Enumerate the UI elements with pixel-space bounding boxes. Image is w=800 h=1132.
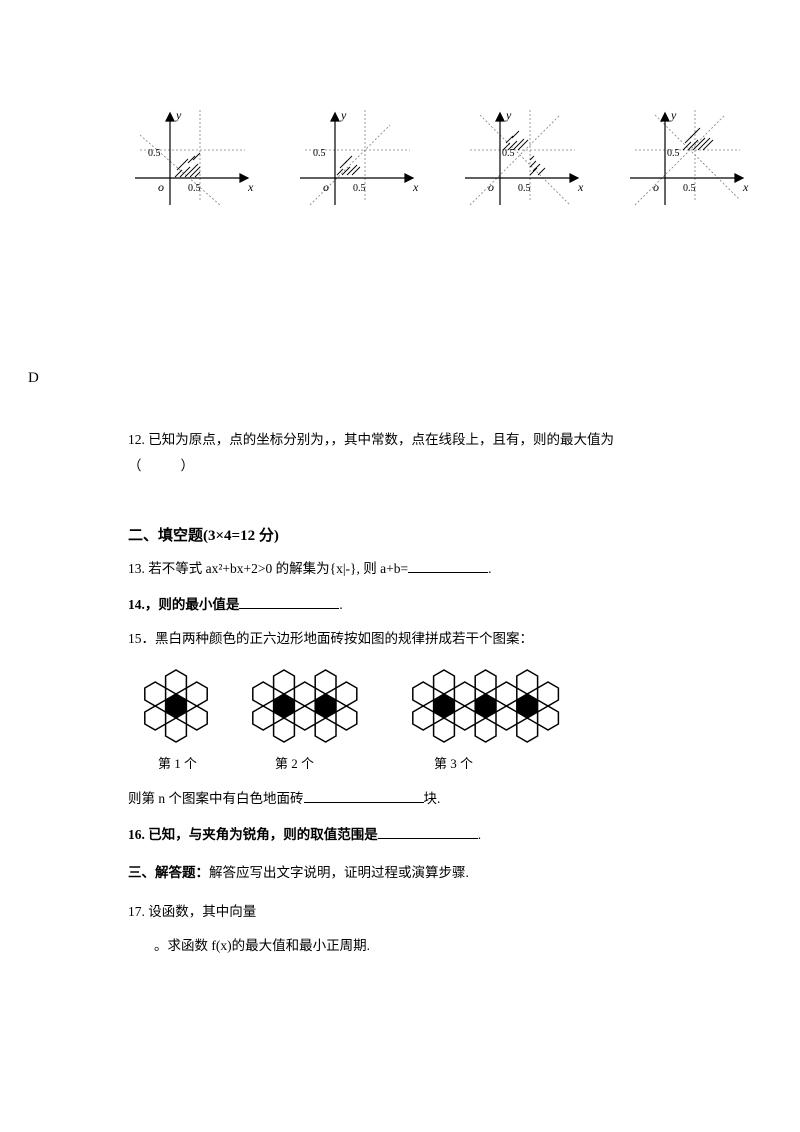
hex-caption-1: 第 1 个 xyxy=(158,754,197,774)
y-axis-label: y xyxy=(175,108,182,122)
diagram-row: y x o 0.5 0.5 xyxy=(130,105,755,215)
answer-d-label: D xyxy=(28,370,39,387)
y-tick: 0.5 xyxy=(667,148,680,159)
origin-label: o xyxy=(323,180,329,194)
origin-label: o xyxy=(158,180,164,194)
q14-pre: 14.，则的最小值是 xyxy=(128,597,239,612)
y-tick: 0.5 xyxy=(502,148,515,159)
x-tick: 0.5 xyxy=(518,183,531,194)
section-3-heading-rest: 解答应写出文字说明，证明过程或演算步骤. xyxy=(209,865,469,880)
hexagon-figure xyxy=(128,663,683,749)
question-16: 16. 已知，与夹角为锐角，则的取值范围是. xyxy=(128,823,683,845)
q15-blank xyxy=(304,787,424,803)
hex-caption-2: 第 2 个 xyxy=(275,754,314,774)
diagram-a: y x o 0.5 0.5 xyxy=(130,105,260,215)
page-root: y x o 0.5 0.5 xyxy=(0,0,800,1132)
q15-after-pre: 则第 n 个图案中有白色地面砖 xyxy=(128,791,304,806)
question-13: 13. 若不等式 ax²+bx+2>0 的解集为{x|-}, 则 a+b=. xyxy=(128,557,683,579)
section-2-heading: 二、填空题(3×4=12 分) xyxy=(128,525,683,548)
x-axis-label: x xyxy=(412,180,419,194)
q13-blank xyxy=(408,557,488,573)
q16-pre: 16. 已知，与夹角为锐角，则的取值范围是 xyxy=(128,827,378,842)
question-14: 14.，则的最小值是. xyxy=(128,593,683,615)
question-12: 12. 已知为原点，点的坐标分别为，，其中常数，点在线段上，且有，则的最大值为 xyxy=(128,430,683,450)
question-17-line2: 。求函数 f(x)的最大值和最小正周期. xyxy=(154,936,683,956)
hex-captions: 第 1 个 第 2 个 第 3 个 xyxy=(128,754,683,774)
question-15-intro: 15．黑白两种颜色的正六边形地面砖按如图的规律拼成若干个图案： xyxy=(128,629,683,649)
x-tick: 0.5 xyxy=(353,183,366,194)
y-axis-label: y xyxy=(505,108,512,122)
q14-blank xyxy=(239,593,339,609)
q16-post: . xyxy=(478,827,481,842)
content-block: 12. 已知为原点，点的坐标分别为，，其中常数，点在线段上，且有，则的最大值为 … xyxy=(128,430,683,956)
question-15-after: 则第 n 个图案中有白色地面砖 块. xyxy=(128,787,683,809)
q14-post: . xyxy=(339,597,342,612)
question-12-paren: （ ） xyxy=(128,456,683,476)
origin-label: o xyxy=(488,180,494,194)
section-3-heading: 三、解答题：解答应写出文字说明，证明过程或演算步骤. xyxy=(128,863,683,883)
q13-post: . xyxy=(488,561,491,576)
y-axis-label: y xyxy=(340,108,347,122)
question-17-line1: 17. 设函数，其中向量 xyxy=(128,902,683,922)
x-tick: 0.5 xyxy=(188,183,201,194)
diagram-d: y x o 0.5 0.5 xyxy=(625,105,755,215)
y-tick: 0.5 xyxy=(313,148,326,159)
x-axis-label: x xyxy=(577,180,584,194)
origin-label: o xyxy=(653,180,659,194)
y-tick: 0.5 xyxy=(148,148,161,159)
diagram-b: y x o 0.5 0.5 xyxy=(295,105,425,215)
y-axis-label: y xyxy=(670,108,677,122)
q16-blank xyxy=(378,823,478,839)
diagram-c: y x o 0.5 0.5 xyxy=(460,105,590,215)
x-tick: 0.5 xyxy=(683,183,696,194)
x-axis-label: x xyxy=(742,180,749,194)
x-axis-label: x xyxy=(247,180,254,194)
section-3-heading-bold: 三、解答题： xyxy=(128,865,209,880)
hex-caption-3: 第 3 个 xyxy=(434,754,473,774)
q15-after-post: 块. xyxy=(424,791,441,806)
q13-pre: 13. 若不等式 ax²+bx+2>0 的解集为{x|-}, 则 a+b= xyxy=(128,561,408,576)
